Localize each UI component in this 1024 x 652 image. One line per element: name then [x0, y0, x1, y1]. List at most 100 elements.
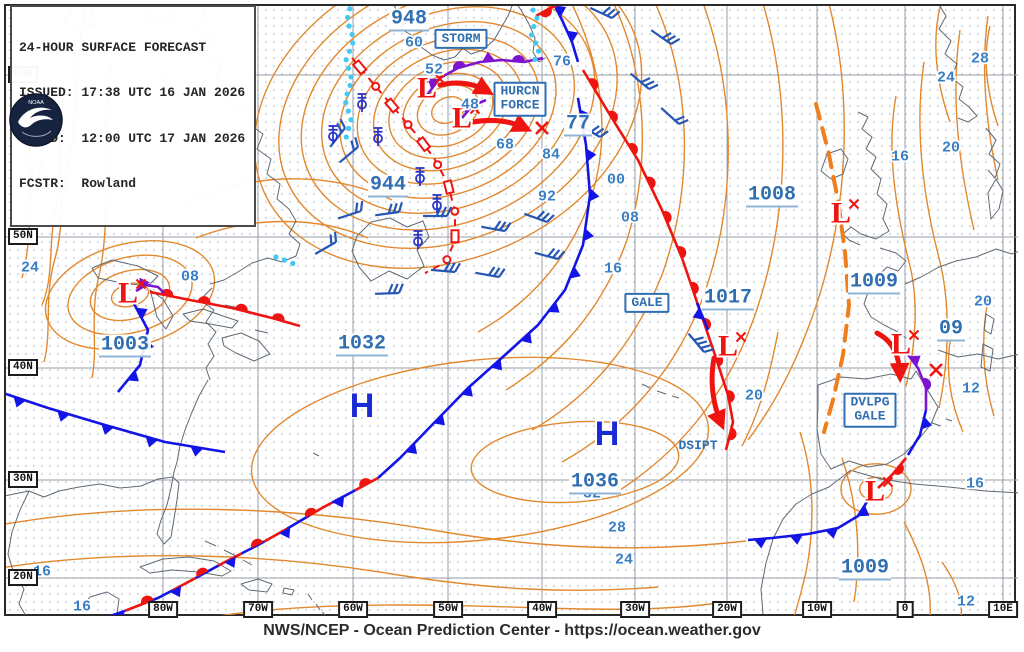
- developing-front-circle: [371, 81, 381, 91]
- ice-edge-dot: [531, 23, 537, 30]
- front-semicircle: [452, 61, 466, 70]
- front-semicircle: [271, 313, 285, 322]
- front-triangle: [427, 78, 440, 90]
- front-triangle: [692, 307, 704, 320]
- wind-barb-feather: [678, 119, 689, 126]
- front-triangle: [57, 410, 70, 422]
- map-shape: [373, 133, 383, 144]
- wind-barb-feather: [693, 336, 704, 342]
- front-triangle: [433, 414, 445, 426]
- wind-barb-feather: [601, 6, 611, 15]
- isobar: [250, 356, 710, 544]
- isobar: [339, 21, 557, 199]
- front-triangle: [566, 30, 579, 43]
- isobar: [531, 6, 686, 431]
- ice-edge-dot: [345, 108, 351, 114]
- front-triangle: [101, 423, 114, 435]
- isobar-value-label: 28: [971, 51, 989, 68]
- stationary-front: [108, 476, 379, 615]
- wind-barb-feather: [397, 202, 403, 213]
- isobar-value-label: 12: [962, 381, 980, 398]
- freezing-spray-icon: [357, 93, 367, 112]
- low-L: L: [718, 330, 738, 363]
- isobar-value-label: 32: [583, 486, 601, 503]
- wind-barb-feather: [350, 140, 356, 151]
- freezing-spray-icon: [328, 125, 338, 144]
- coastline: [842, 111, 890, 246]
- position-cross: [535, 121, 549, 135]
- coastline: [820, 148, 849, 180]
- ice-edge-dot: [290, 260, 296, 267]
- isobar-value-label: 24: [615, 552, 633, 569]
- high-pressure-marker: H: [350, 387, 375, 425]
- isobar-value-label: 84: [542, 147, 560, 164]
- coastline: [945, 418, 953, 422]
- front-semicircle: [628, 142, 638, 156]
- low-L: L: [865, 475, 885, 508]
- wind-barb-feather: [354, 137, 360, 148]
- isobar: [6, 508, 747, 549]
- low-cross: [469, 103, 481, 115]
- wind-barb-icon: [475, 266, 506, 279]
- isobar-value-label: 20: [745, 388, 763, 405]
- occluded-front: [904, 351, 932, 410]
- ice-edge-dot: [530, 7, 536, 13]
- front-semicircle: [512, 55, 526, 63]
- coastline: [931, 422, 942, 427]
- wind-barb-feather: [594, 127, 605, 136]
- wind-barb-feather: [557, 250, 566, 260]
- coastline: [351, 217, 430, 282]
- coastline: [7, 490, 30, 615]
- isobar-value-label: 20: [942, 140, 960, 157]
- wind-barb-feather: [336, 122, 343, 133]
- front-semicircle: [662, 211, 672, 224]
- freezing-spray-icon: [413, 230, 423, 249]
- wind-barb-feather: [498, 268, 506, 278]
- map-shape: [328, 131, 338, 142]
- low-pressure-marker: L: [116, 275, 147, 312]
- front-triangle: [586, 148, 597, 162]
- stationary-front-line: [108, 476, 379, 615]
- coastline: [321, 611, 326, 615]
- developing-front: [351, 57, 460, 274]
- cold-front: [377, 97, 600, 479]
- front-semicircle: [922, 377, 932, 391]
- coastline: [517, 6, 546, 63]
- low-pressure-marker: L: [450, 100, 481, 137]
- front-triangle: [909, 355, 921, 367]
- ice-edge-dot: [347, 6, 353, 12]
- wind-barb-feather: [703, 348, 714, 354]
- cold-front: [906, 409, 933, 456]
- wind-barb-feather: [333, 231, 338, 243]
- front-triangle: [112, 611, 125, 615]
- front-semicircle: [197, 296, 211, 304]
- warm-front: [149, 288, 301, 328]
- front-triangle: [332, 496, 345, 508]
- warm-front: [877, 457, 908, 489]
- coastline: [315, 603, 321, 611]
- movement-arrow: [437, 76, 494, 95]
- coastline: [937, 349, 1018, 360]
- low-L: L: [831, 197, 851, 230]
- map-shape: [432, 200, 442, 211]
- front-semicircle: [539, 7, 552, 18]
- developing-front-box: [383, 97, 400, 114]
- wind-barb-feather: [547, 247, 556, 258]
- isobar-value-label: 08: [181, 269, 199, 286]
- front-triangle: [589, 188, 600, 202]
- wind-barb-icon: [430, 261, 461, 274]
- low-cross: [908, 329, 920, 341]
- wind-barb-feather: [354, 202, 359, 213]
- ice-edge-dot: [343, 134, 349, 140]
- ice-edge-dot: [343, 57, 349, 63]
- isobar-value-label: 24: [937, 70, 955, 87]
- isobar: [416, 84, 480, 136]
- wind-barb-icon: [314, 231, 338, 255]
- forecaster-line: FCSTR: Rowland: [19, 175, 137, 191]
- coastline: [307, 593, 313, 601]
- wind-barb-feather: [387, 283, 394, 294]
- developing-front-box: [415, 135, 432, 153]
- front-triangle: [921, 416, 933, 430]
- front-semicircle: [234, 303, 248, 312]
- front-triangle: [190, 446, 204, 457]
